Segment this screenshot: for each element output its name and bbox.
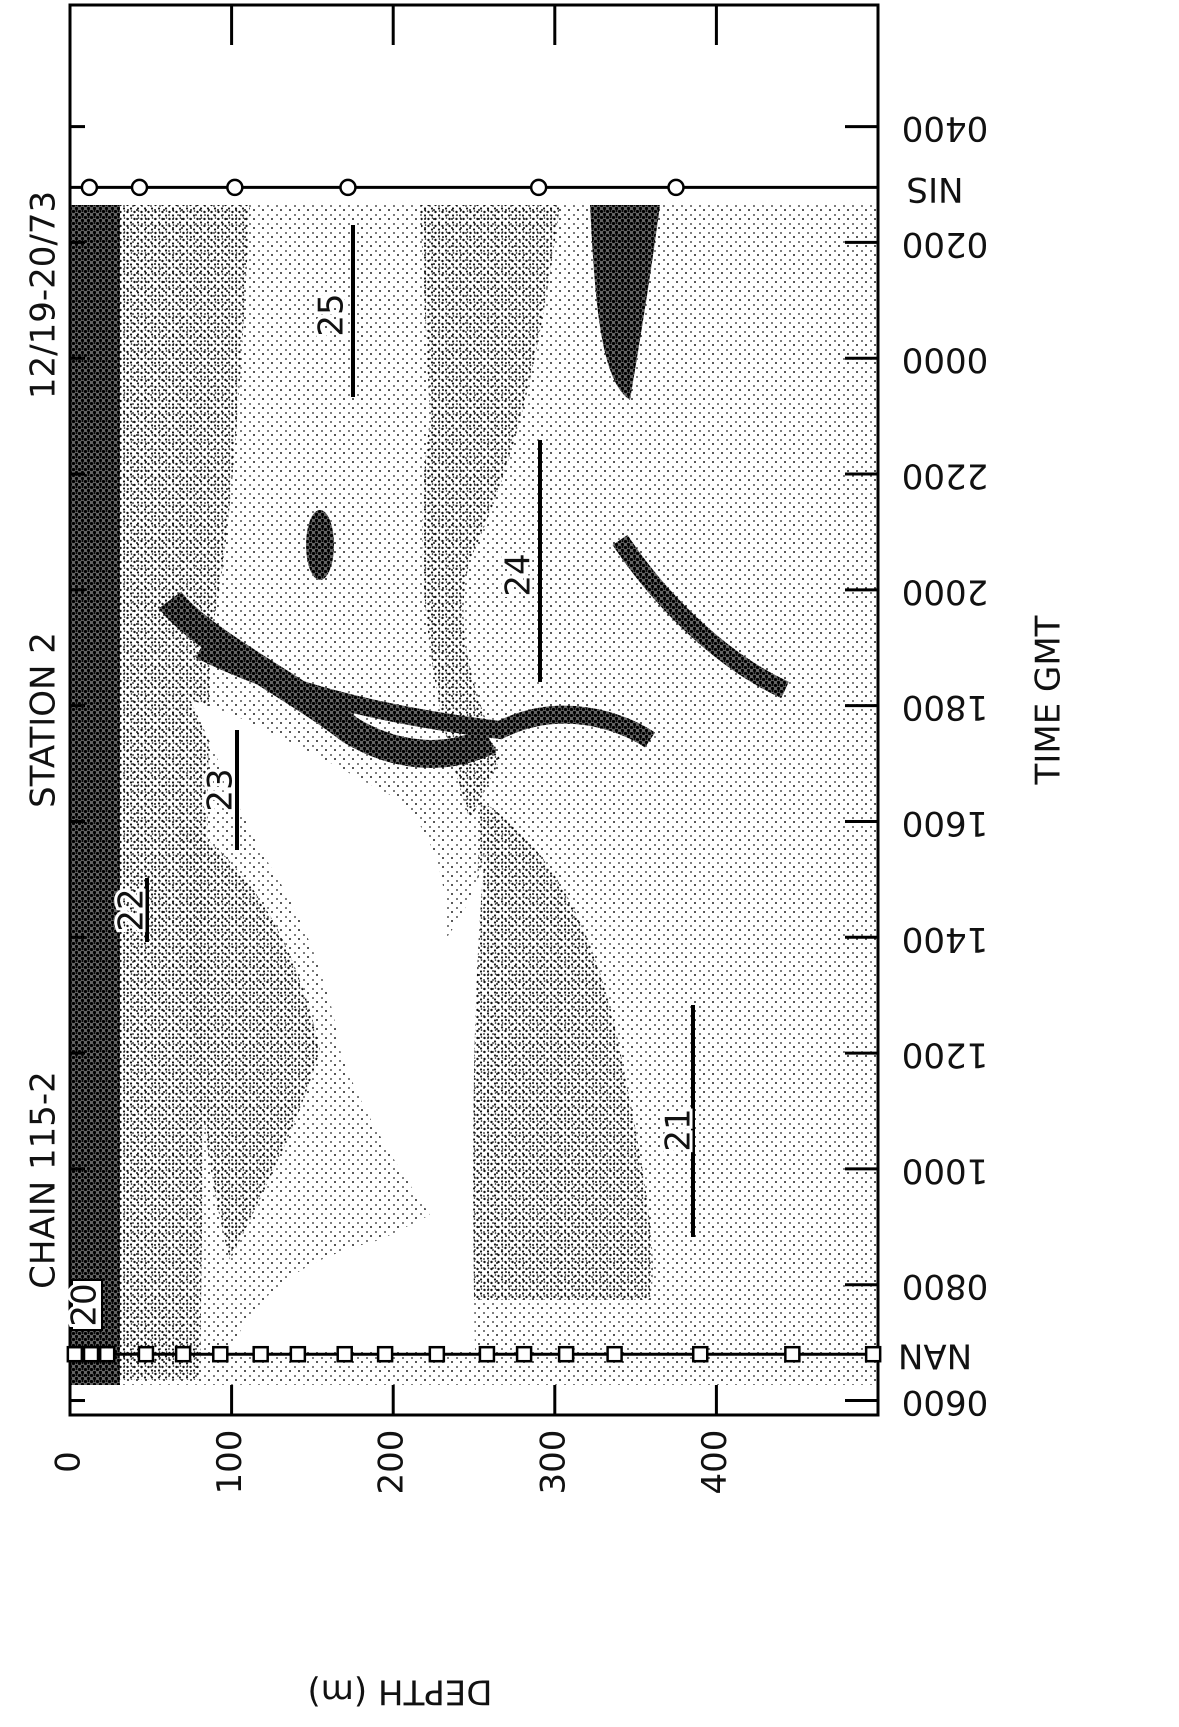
station-name: NAN bbox=[898, 1336, 972, 1376]
y-tick-label: 2000 bbox=[902, 571, 989, 611]
station-name: NIS bbox=[906, 169, 963, 209]
station-sample bbox=[517, 1347, 531, 1361]
x-tick-label: 0 bbox=[49, 1451, 89, 1473]
contour-label: 24 bbox=[499, 553, 539, 596]
y-tick-label: 0600 bbox=[902, 1382, 989, 1422]
y-tick-label: 0200 bbox=[902, 224, 989, 264]
station-sample bbox=[693, 1347, 707, 1361]
station-sample bbox=[139, 1347, 153, 1361]
y-tick-label: 0800 bbox=[902, 1266, 989, 1306]
station-sample bbox=[559, 1347, 573, 1361]
station-sample bbox=[608, 1347, 622, 1361]
station-sample bbox=[176, 1347, 190, 1361]
y-tick-label: 1200 bbox=[902, 1035, 989, 1075]
station-sample bbox=[291, 1347, 305, 1361]
stipple-field bbox=[70, 205, 878, 1385]
y-tick-label: 1400 bbox=[902, 919, 989, 959]
date: 12/19-20/73 bbox=[24, 191, 64, 399]
contour-label: 21 bbox=[659, 1108, 699, 1151]
station-sample bbox=[227, 180, 242, 195]
x-tick-label: 300 bbox=[533, 1430, 573, 1495]
x-tick-label: 100 bbox=[210, 1430, 250, 1495]
contour-label: 22 bbox=[112, 888, 152, 931]
contour-label: 23 bbox=[201, 768, 241, 811]
station-sample bbox=[338, 1347, 352, 1361]
station-sample bbox=[430, 1347, 444, 1361]
station-sample bbox=[531, 180, 546, 195]
station-sample bbox=[254, 1347, 268, 1361]
station-sample bbox=[100, 1347, 114, 1361]
y-tick-label: 1800 bbox=[902, 687, 989, 727]
y-tick-label: 1000 bbox=[902, 1150, 989, 1190]
station-sample bbox=[84, 1347, 98, 1361]
y-tick-label: 0400 bbox=[902, 108, 989, 148]
y-tick-label: 0000 bbox=[902, 340, 989, 380]
x-axis-label: DEPTH (m) bbox=[308, 1672, 493, 1712]
contour-label: 25 bbox=[312, 293, 352, 336]
contour-label: 20 bbox=[65, 1283, 105, 1326]
station-sample bbox=[480, 1347, 494, 1361]
station-sample bbox=[340, 180, 355, 195]
station-sample bbox=[669, 180, 684, 195]
station-sample bbox=[866, 1347, 880, 1361]
station-sample bbox=[132, 180, 147, 195]
chart: CHAIN 115-2 STATION 2 12/19-20/73 TIME G… bbox=[0, 0, 1179, 1727]
station-sample bbox=[82, 180, 97, 195]
station-sample bbox=[68, 1347, 82, 1361]
x-tick-label: 200 bbox=[372, 1430, 412, 1495]
x-tick-label: 400 bbox=[695, 1430, 735, 1495]
station-sample bbox=[378, 1347, 392, 1361]
y-tick-label: 2200 bbox=[902, 456, 989, 496]
chart-title: STATION 2 bbox=[24, 632, 64, 808]
station-sample bbox=[213, 1347, 227, 1361]
y-tick-label: 1600 bbox=[902, 803, 989, 843]
station-sample bbox=[785, 1347, 799, 1361]
y-axis-label: TIME GMT bbox=[1029, 615, 1069, 785]
cruise: CHAIN 115-2 bbox=[24, 1071, 64, 1289]
